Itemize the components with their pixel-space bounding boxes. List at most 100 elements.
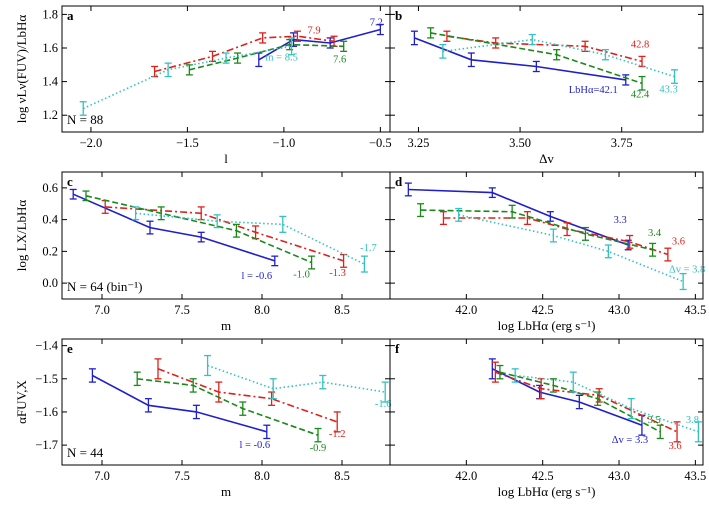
y-tick-label: −1.5 bbox=[35, 372, 58, 386]
series-c-red: -1.3 bbox=[101, 199, 348, 279]
panel-label: b bbox=[395, 8, 402, 23]
series-end-label: -1.6 bbox=[375, 399, 392, 410]
error-bar bbox=[553, 49, 561, 61]
error-bar bbox=[333, 411, 341, 433]
series-b-green: 42.4 bbox=[427, 27, 650, 100]
error-bar bbox=[439, 43, 447, 59]
error-bar bbox=[443, 30, 451, 42]
error-bar bbox=[197, 231, 205, 243]
error-bar bbox=[232, 223, 240, 238]
panel-e: 7.0 7.5 8.0 8.5 −1.7 −1.6 −1.5 −1.4 e m αFUV,X N = … bbox=[14, 338, 392, 499]
series-f-cyan: 3.8 bbox=[511, 368, 702, 443]
series-a-cyan: m = 8.5 bbox=[79, 37, 298, 116]
series-end-label: l = -0.6 bbox=[241, 271, 272, 282]
error-bar bbox=[671, 69, 679, 84]
panel-e-frame bbox=[61, 338, 391, 466]
series-e-green: -0.9 bbox=[133, 371, 327, 454]
error-bar bbox=[594, 391, 602, 406]
x-tick-label: 43.5 bbox=[684, 303, 706, 317]
panel-label: a bbox=[67, 8, 74, 23]
error-bar bbox=[381, 381, 389, 403]
series-end-label: 3.3 bbox=[614, 215, 627, 226]
y-tick-label: 1.6 bbox=[42, 41, 58, 55]
error-bar bbox=[549, 378, 557, 393]
series-line bbox=[408, 188, 629, 246]
error-bar bbox=[88, 368, 96, 383]
panel-label: d bbox=[395, 174, 403, 189]
error-bar bbox=[626, 234, 634, 249]
error-bar bbox=[222, 52, 230, 64]
panel-f-frame bbox=[389, 338, 704, 466]
error-bar bbox=[492, 37, 500, 49]
sample-size-note: N = 88 bbox=[67, 112, 103, 127]
error-bar bbox=[627, 398, 635, 420]
error-bar bbox=[146, 220, 154, 235]
y-tick-label: 0.6 bbox=[42, 181, 58, 195]
x-tick-label: 8.0 bbox=[254, 303, 270, 317]
y-tick-label: 0.4 bbox=[42, 213, 58, 227]
x-axis-label: Δv bbox=[539, 151, 554, 166]
y-tick-label: 0.2 bbox=[42, 244, 58, 258]
series-e-cyan: -1.6 bbox=[204, 354, 392, 410]
error-bar bbox=[532, 60, 540, 73]
error-bar bbox=[293, 30, 301, 42]
error-bar bbox=[271, 255, 279, 267]
error-bar bbox=[679, 272, 687, 291]
series-d-green: 3.4 bbox=[417, 203, 662, 257]
error-bar bbox=[204, 354, 212, 377]
error-bar bbox=[694, 421, 702, 443]
y-tick-label: 1.4 bbox=[42, 75, 58, 89]
x-tick-label: 8.0 bbox=[254, 469, 270, 483]
error-bar bbox=[144, 398, 152, 413]
series-end-label: 42.8 bbox=[631, 39, 649, 50]
series-end-label: Δv = 3.8 bbox=[669, 265, 705, 276]
series-line bbox=[85, 195, 312, 264]
series-d-cyan: Δv = 3.8 bbox=[455, 207, 705, 291]
panel-b-frame bbox=[389, 5, 704, 133]
series-line bbox=[154, 35, 335, 73]
error-bar bbox=[259, 32, 267, 44]
x-axis-label: log LbHα (erg s⁻¹) bbox=[498, 484, 596, 499]
x-tick-label: 43.0 bbox=[608, 303, 630, 317]
error-bar bbox=[133, 371, 141, 387]
error-bar bbox=[604, 244, 612, 259]
panel-a-frame bbox=[61, 5, 391, 133]
series-end-label: l = -0.6 bbox=[239, 440, 270, 451]
error-bar bbox=[189, 378, 197, 393]
series-end-label: -1.2 bbox=[329, 429, 346, 440]
x-tick-label: −1.0 bbox=[273, 136, 296, 150]
series-end-label: 3.6 bbox=[672, 237, 685, 248]
series-line bbox=[446, 35, 643, 63]
y-tick-label: −1.6 bbox=[35, 405, 58, 419]
series-end-label: m = 8.5 bbox=[265, 52, 297, 63]
series-end-label: -1.3 bbox=[329, 268, 346, 279]
error-bar bbox=[157, 206, 165, 221]
sample-size-note: N = 64 (bin⁻¹) bbox=[67, 279, 143, 294]
error-bar bbox=[269, 378, 277, 400]
y-axis-label: log νLν(FUV)/LbHα bbox=[14, 15, 29, 124]
series-line bbox=[82, 45, 292, 110]
error-bar bbox=[314, 427, 322, 443]
error-bar bbox=[508, 204, 516, 219]
error-bar bbox=[496, 364, 504, 380]
series-line bbox=[189, 43, 344, 71]
error-bar bbox=[132, 206, 140, 221]
x-tick-label: 43.5 bbox=[684, 469, 706, 483]
error-bar bbox=[82, 190, 90, 202]
series-b-cyan: 43.3 bbox=[439, 33, 679, 96]
y-tick-label: −1.4 bbox=[35, 339, 58, 353]
x-tick-label: 7.5 bbox=[174, 469, 190, 483]
error-bar bbox=[549, 228, 557, 243]
error-bar bbox=[340, 40, 348, 53]
error-bar bbox=[581, 226, 589, 241]
x-tick-label: 7.0 bbox=[94, 469, 110, 483]
series-a-red: 7.9 bbox=[151, 25, 338, 78]
series-end-label: -0.9 bbox=[310, 443, 327, 454]
error-bar bbox=[288, 37, 296, 56]
x-tick-label: 42.0 bbox=[455, 303, 477, 317]
x-tick-label: 42.5 bbox=[532, 303, 554, 317]
error-bar bbox=[404, 182, 412, 197]
x-axis-label: l bbox=[224, 151, 228, 166]
y-tick-label: −1.7 bbox=[35, 438, 58, 452]
